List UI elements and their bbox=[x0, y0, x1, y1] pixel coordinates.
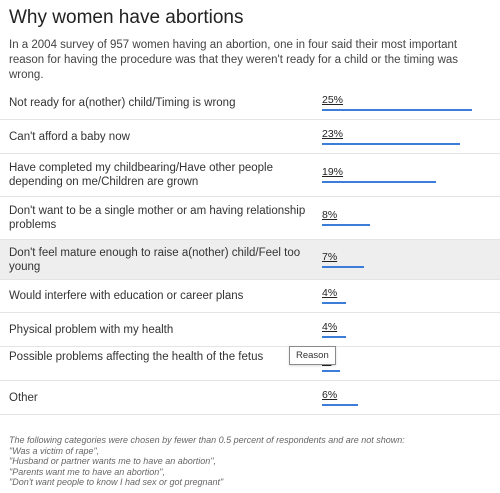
category-label: Would interfere with education or career… bbox=[9, 290, 244, 302]
note-line: "Parents want me to have an abortion", bbox=[9, 466, 165, 477]
value-label: 7% bbox=[322, 250, 338, 263]
value-label: 4% bbox=[322, 320, 338, 333]
note-line: "Don't want people to know I had sex or … bbox=[9, 477, 224, 487]
category-label: Not ready for a(nother) child/Timing is … bbox=[9, 97, 236, 109]
bar[interactable] bbox=[322, 369, 340, 372]
bar-row[interactable]: Can't afford a baby now 23% bbox=[0, 120, 500, 154]
category-label: Don't feel mature enough to raise a(noth… bbox=[9, 246, 301, 273]
bar-row[interactable]: Have completed my childbearing/Have othe… bbox=[0, 154, 500, 197]
chart-subtitle: In a 2004 survey of 957 women having an … bbox=[9, 39, 459, 81]
bar[interactable] bbox=[322, 265, 364, 268]
category-label: Other bbox=[9, 391, 38, 404]
category-label: Physical problem with my health bbox=[9, 323, 174, 336]
category-label: Have completed my childbearing/Have othe… bbox=[9, 162, 274, 188]
note-line: "Was a victim of rape", bbox=[9, 445, 100, 456]
bar[interactable] bbox=[322, 403, 358, 406]
bar[interactable] bbox=[322, 142, 460, 145]
bar-chart: Not ready for a(nother) child/Timing is … bbox=[0, 87, 500, 415]
bar-row[interactable]: Other 6% bbox=[0, 381, 500, 415]
bar-row[interactable]: Don't want to be a single mother or am h… bbox=[0, 197, 500, 240]
category-label: Can't afford a baby now bbox=[9, 130, 130, 143]
bar-row[interactable]: Physical problem with my health 4% bbox=[0, 313, 500, 347]
bar[interactable] bbox=[322, 109, 472, 111]
bar-row[interactable]: Not ready for a(nother) child/Timing is … bbox=[0, 87, 500, 120]
value-label: 6% bbox=[322, 388, 338, 401]
tooltip: Reason bbox=[289, 346, 336, 365]
value-label: 19% bbox=[322, 166, 344, 178]
chart-title: Why women have abortions bbox=[9, 7, 244, 28]
bar[interactable] bbox=[322, 181, 436, 183]
value-label: 23% bbox=[322, 127, 344, 140]
bar[interactable] bbox=[322, 302, 346, 304]
bar-row[interactable]: Don't feel mature enough to raise a(noth… bbox=[0, 240, 500, 280]
category-label: Don't want to be a single mother or am h… bbox=[9, 205, 306, 231]
bar[interactable] bbox=[322, 335, 346, 338]
footnotes: The following categories were chosen by … bbox=[9, 435, 494, 488]
bar[interactable] bbox=[322, 224, 370, 226]
note-line: "Husband or partner wants me to have an … bbox=[9, 456, 217, 466]
bar-row[interactable]: Would interfere with education or career… bbox=[0, 280, 500, 313]
bar-row[interactable]: Possible problems affecting the health o… bbox=[0, 347, 500, 381]
value-label: 4% bbox=[322, 287, 338, 299]
note-line: The following categories were chosen by … bbox=[9, 435, 405, 445]
value-label: 8% bbox=[322, 209, 338, 221]
category-label: Possible problems affecting the health o… bbox=[9, 350, 264, 363]
value-label: 25% bbox=[322, 94, 344, 106]
